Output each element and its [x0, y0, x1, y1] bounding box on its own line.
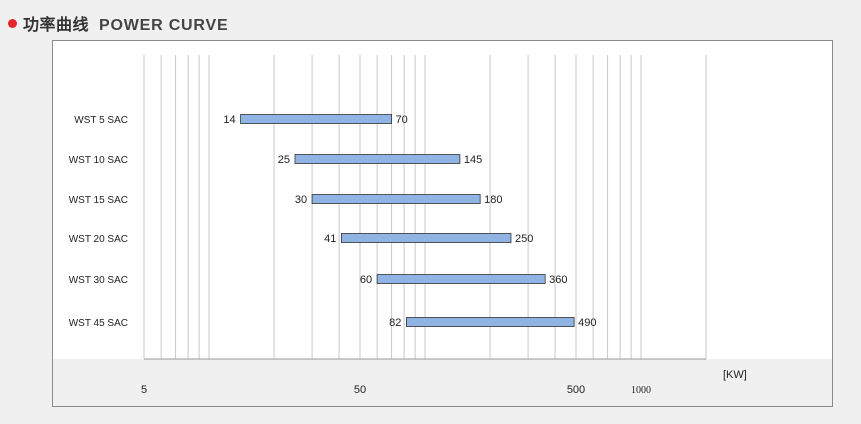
range-max-label: 145 [464, 154, 482, 166]
x-axis-band [53, 359, 832, 406]
category-label: WST 20 SAC [69, 234, 128, 245]
x-tick-label: 1000 [631, 385, 651, 396]
range-min-label: 82 [389, 317, 401, 329]
range-max-label: 70 [396, 114, 408, 126]
range-bar [406, 317, 575, 327]
category-label: WST 30 SAC [69, 275, 128, 286]
range-bar [376, 274, 546, 284]
range-bar [311, 194, 481, 204]
range-bar [294, 154, 461, 164]
range-bar [340, 233, 512, 243]
category-label: WST 45 SAC [69, 318, 128, 329]
power-curve-chart: 5 50 500 1000 [KW] WST 5 SAC 14 70 WST 10 SAC 25 1… [69, 55, 747, 396]
range-max-label: 360 [549, 274, 567, 286]
range-min-label: 14 [223, 114, 235, 126]
range-min-label: 60 [360, 274, 372, 286]
range-min-label: 25 [278, 154, 290, 166]
range-max-label: 180 [484, 194, 502, 206]
chart-panel: 5 50 500 1000 [KW] WST 5 SAC 14 70 WST 10 SAC 25 1… [52, 40, 833, 407]
section-header: 功率曲线 POWER CURVE [8, 12, 228, 34]
range-bar [240, 114, 392, 124]
x-tick-label: 50 [354, 384, 366, 396]
unit-label: [KW] [723, 369, 747, 381]
title-chinese: 功率曲线 [23, 17, 90, 34]
x-tick-label: 5 [141, 384, 147, 396]
range-min-label: 41 [324, 233, 336, 245]
title-english: POWER CURVE [99, 17, 229, 34]
range-min-label: 30 [295, 194, 307, 206]
range-max-label: 490 [578, 317, 596, 329]
x-tick-label: 500 [567, 384, 585, 396]
section-title: 功率曲线 POWER CURVE [23, 11, 228, 35]
category-label: WST 15 SAC [69, 195, 128, 206]
bullet-dot-icon [8, 18, 17, 28]
range-max-label: 250 [515, 233, 533, 245]
category-label: WST 10 SAC [69, 155, 128, 166]
category-label: WST 5 SAC [74, 115, 128, 126]
